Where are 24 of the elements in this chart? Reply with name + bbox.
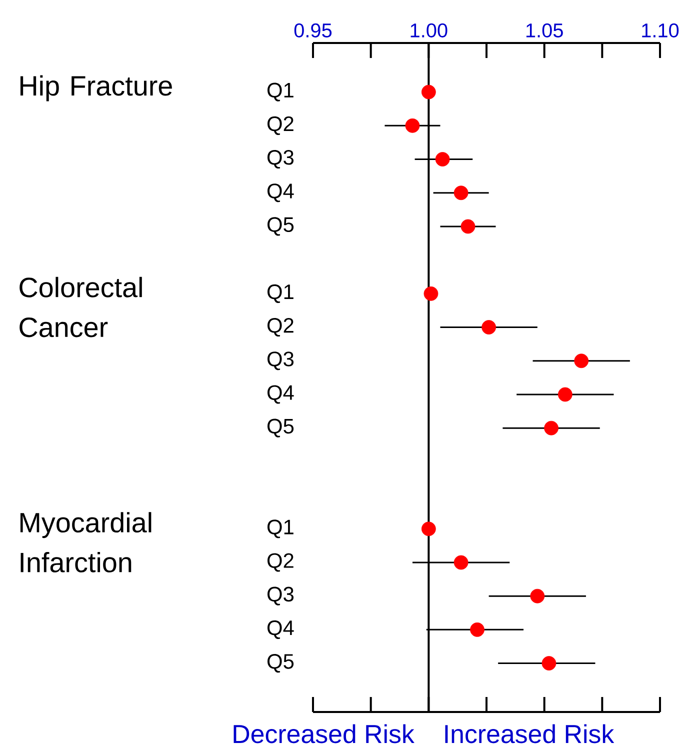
y-tick-label: Q4 [268, 385, 294, 404]
y-tick-label: Q1 [268, 284, 294, 303]
y-tick-label: Q1 [268, 520, 294, 538]
x-tick-label: 0.95 [294, 23, 332, 38]
x-tick-label: 1.10 [642, 23, 679, 38]
y-tick-label: Q2 [268, 553, 294, 572]
text: Hip Fracture [20, 75, 172, 102]
y-tick-label: Q1 [268, 82, 294, 102]
y-tick-label: Q2 [268, 116, 294, 135]
text: Myocardial Infarction [20, 512, 152, 572]
y-tick-label: Q5 [268, 217, 294, 236]
text: Increased Risk [445, 724, 614, 744]
y-tick-label: Q4 [268, 184, 294, 202]
y-tick-label: Q5 [268, 418, 294, 438]
y-tick-label: Q4 [268, 620, 294, 639]
y-tick-label: Q2 [268, 318, 294, 337]
y-tick-label: Q3 [268, 586, 294, 606]
y-tick-label: Q3 [268, 352, 294, 370]
y-tick-label: Q5 [268, 654, 294, 673]
x-tick-label: 1.05 [526, 23, 563, 38]
text: Colorectal Cancer [20, 276, 142, 338]
x-tick-label: 1.00 [410, 23, 448, 38]
y-tick-label: Q3 [268, 150, 294, 169]
text: Decreased Risk [234, 724, 414, 744]
